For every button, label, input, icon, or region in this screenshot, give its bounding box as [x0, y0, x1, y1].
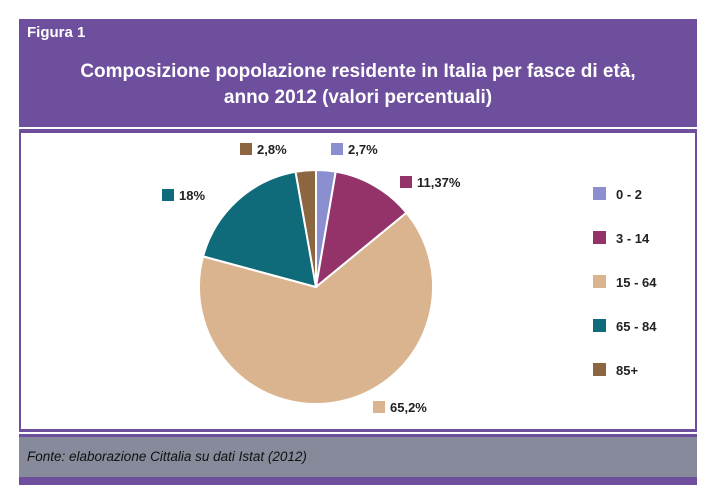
legend-entry-4: 65 - 84: [616, 319, 657, 334]
pie-slice-4: [201, 170, 318, 289]
data-label-4: 18%: [179, 188, 205, 203]
data-label-5: 2,8%: [257, 142, 287, 157]
legend-entry-3: 15 - 64: [616, 275, 657, 290]
chart-title-line-2: anno 2012 (valori percentuali): [223, 87, 493, 108]
legend-swatch-3: [593, 275, 606, 288]
pie-slice-3: [198, 211, 434, 405]
data-label-swatch-4: [162, 189, 174, 201]
data-label-swatch-1: [331, 143, 343, 155]
data-label-swatch-3: [373, 401, 385, 413]
divider-top: [19, 127, 697, 129]
pie-slice-2: [314, 170, 408, 290]
data-label-swatch-5: [240, 143, 252, 155]
figure-header: Figura 1 Composizione popolazione reside…: [19, 19, 697, 127]
data-label-2: 11,37%: [417, 175, 461, 190]
pie-slice-5: [294, 168, 317, 288]
legend-swatch-2: [593, 231, 606, 244]
legend-entry-2: 3 - 14: [616, 231, 650, 246]
legend-swatch-4: [593, 319, 606, 332]
bottom-rule: [19, 479, 697, 483]
legend-entry-1: 0 - 2: [616, 187, 642, 202]
chart-title-line-1: Composizione popolazione residente in It…: [80, 61, 636, 82]
source-bar: Fonte: elaborazione Cittalia su dati Ist…: [19, 437, 697, 477]
chart-title: Composizione popolazione residente in It…: [39, 59, 677, 111]
data-label-3: 65,2%: [390, 400, 427, 415]
divider-bottom: [19, 432, 697, 434]
figure-label: Figura 1: [27, 24, 86, 41]
legend-swatch-1: [593, 187, 606, 200]
data-label-swatch-2: [400, 176, 412, 188]
source-note: Fonte: elaborazione Cittalia su dati Ist…: [27, 449, 307, 464]
legend-swatch-5: [593, 363, 606, 376]
data-label-1: 2,7%: [348, 142, 378, 157]
legend-entry-5: 85+: [616, 363, 638, 378]
